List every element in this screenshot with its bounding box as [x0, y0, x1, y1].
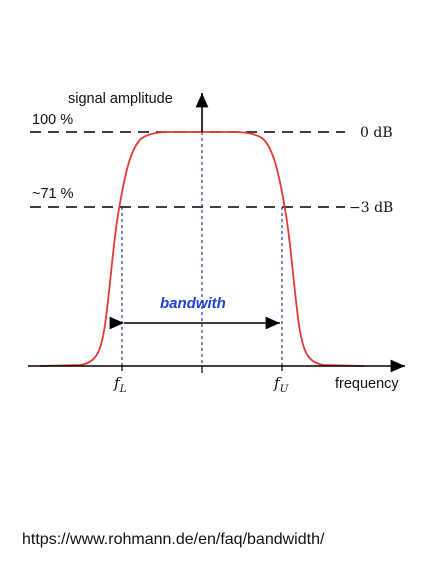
level-high-percent-label: 100 % — [32, 112, 73, 128]
y-axis-label: signal amplitude — [68, 91, 173, 107]
lower-frequency-label: fL — [113, 374, 127, 395]
x-axis-label: frequency — [335, 376, 399, 392]
level-mid-percent-label: ~71 % — [32, 186, 74, 202]
upper-frequency-label: fU — [273, 374, 290, 395]
lower-frequency-subscript: L — [119, 383, 127, 395]
bandwidth-label: bandwith — [160, 295, 226, 312]
level-high-db-label: 0 dB — [360, 125, 393, 141]
lower-frequency-symbol: f — [113, 374, 122, 392]
level-mid-db-label: −3 dB — [349, 200, 393, 216]
upper-frequency-subscript: U — [280, 383, 290, 395]
source-url-text: https://www.rohmann.de/en/faq/bandwidth/ — [22, 531, 325, 548]
upper-frequency-symbol: f — [273, 374, 282, 392]
